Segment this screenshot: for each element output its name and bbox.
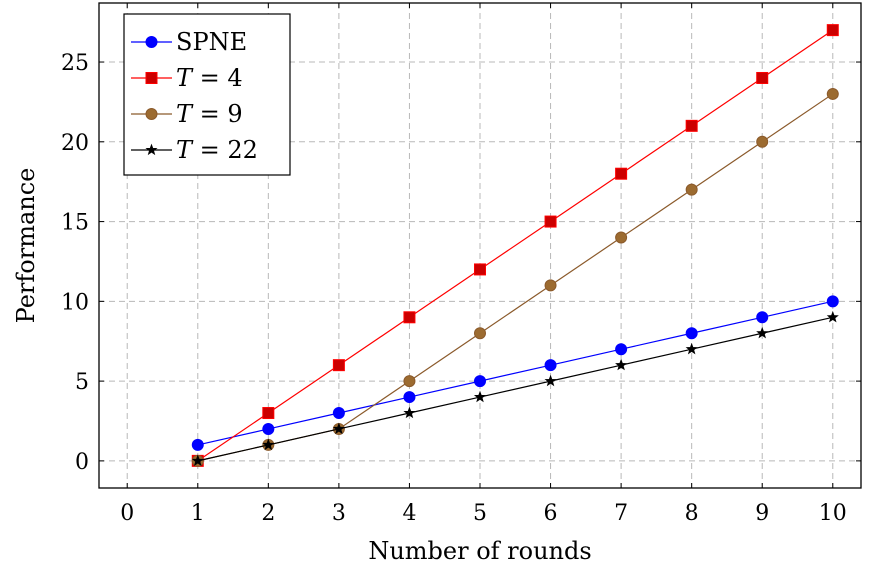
series-t-4 [191,24,839,467]
series-spne-point [826,295,839,308]
legend-marker [145,108,158,120]
legend-marker [145,72,158,84]
series-spne-point [262,422,275,435]
series-t-9-point [756,135,769,148]
series-t-22-point [615,358,628,371]
legend-label-part: T [176,100,194,128]
series-t-4-point [544,215,557,228]
legend-item: T = 9 [131,100,243,128]
series-t-22-point [685,342,698,355]
x-tick-label: 2 [261,501,275,526]
series-t-9-point [474,327,486,340]
series-t-4-point [403,311,416,324]
legend-item: T = 22 [131,136,258,164]
x-tick-label: 3 [332,501,346,526]
legend-label: T = 9 [176,100,243,128]
series-t-4-point [756,71,769,84]
legend-item: T = 4 [131,64,243,92]
legend-label: T = 4 [176,64,243,92]
legend-label-part: = 9 [192,100,243,128]
series-spne-point [474,375,486,388]
series-spne-point [756,311,769,324]
series-t-4-point [474,263,486,276]
legend-label-part: T [176,64,194,92]
series-t-22-point [756,326,769,339]
series-spne-point [685,327,698,340]
x-axis-label: Number of rounds [368,537,591,565]
x-tick-label: 5 [473,501,487,526]
y-tick-label: 10 [61,290,89,315]
series [191,24,839,467]
legend-label: T = 22 [176,136,258,164]
grid [99,3,861,488]
series-t-9-point [544,279,557,292]
legend-label: SPNE [176,28,247,56]
series-spne-point [615,343,628,356]
series-spne-point [332,407,345,420]
series-spne-point [403,391,416,404]
series-t-9-point [685,183,698,196]
legend-label-part: = 4 [192,64,243,92]
x-tick-label: 4 [402,501,416,526]
y-tick-label: 15 [61,211,89,236]
series-t-4-point [826,24,839,37]
series-t-9-point [403,375,416,388]
x-tick-label: 1 [191,501,205,526]
x-tick-label: 8 [685,501,699,526]
legend-marker [145,143,158,156]
x-tick-label: 10 [819,501,847,526]
series-t-22-point [826,310,839,323]
y-axis-label: Performance [12,168,40,324]
series-t-9-point [826,87,839,100]
series-t-22-point [191,454,204,467]
axes: 0 1 2 3 4 5 6 7 8 9 10 0 5 10 15 20 25 [61,2,862,526]
series-t-22-point [262,438,275,451]
y-tick-label: 0 [75,450,89,475]
y-tick-label: 5 [75,370,89,395]
x-tick-label: 6 [544,501,558,526]
series-t-4-point [685,119,698,132]
series-spne-line [197,300,833,446]
series-t-22-point [403,406,416,419]
series-t-4-point [262,407,275,420]
series-t-4-line [197,29,834,462]
x-tick-label: 9 [755,501,769,526]
series-t-22 [191,310,839,467]
x-tick-label: 7 [614,501,628,526]
series-t-9-point [615,231,628,244]
y-tick-label: 25 [61,51,89,76]
x-tick-label: 0 [120,501,134,526]
legend-item: SPNE [131,28,247,56]
series-spne [191,295,839,451]
series-t-4-point [615,167,628,180]
series-spne-point [191,438,204,451]
legend-label-part: T [176,136,194,164]
series-t-22-point [473,390,487,403]
series-t-22-line [197,316,833,462]
legend-label-part: SPNE [176,28,247,56]
y-tick-label: 20 [61,131,89,156]
series-spne-point [544,359,557,372]
series-t-4-point [332,359,345,372]
series-t-22-point [544,374,557,387]
legend-label-part: = 22 [192,136,258,164]
series-t-9-line [197,93,834,462]
series-t-22-point [332,422,345,435]
legend-marker [145,36,158,48]
